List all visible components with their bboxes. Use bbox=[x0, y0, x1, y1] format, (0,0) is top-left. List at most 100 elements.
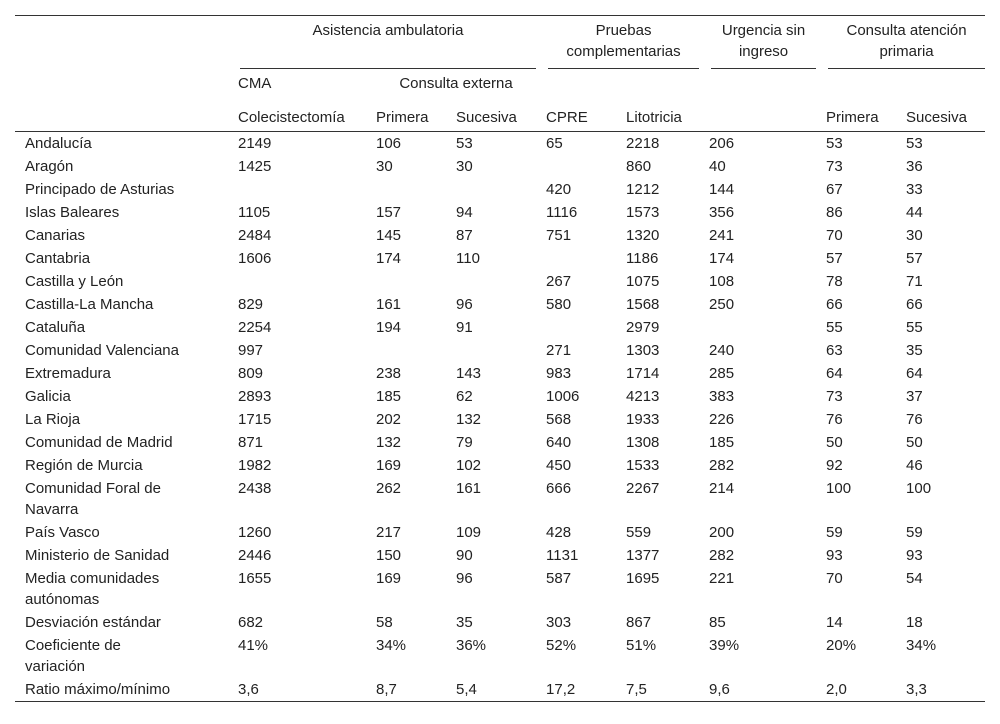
column-header: Litotricia bbox=[616, 101, 700, 132]
table-row: Extremadura 809 238 143 983 1714 285 64 64 bbox=[15, 362, 985, 385]
cell: 829 bbox=[238, 296, 264, 313]
table-row: Comunidad Valenciana 997 271 1303 240 63 35 bbox=[15, 339, 985, 362]
row-label: País Vasco bbox=[25, 524, 100, 541]
cell: 40 bbox=[709, 158, 726, 175]
cell: 169 bbox=[376, 570, 402, 587]
cell: 106 bbox=[376, 135, 402, 152]
cell: 70 bbox=[826, 227, 843, 244]
cell: 1606 bbox=[238, 250, 272, 267]
cell: 86 bbox=[826, 204, 843, 221]
table-row: Galicia 2893 185 62 1006 4213 383 73 37 bbox=[15, 385, 985, 408]
cell: 64 bbox=[906, 365, 923, 382]
column-header: Primera bbox=[366, 101, 446, 132]
cell: 20% bbox=[826, 637, 857, 654]
cell: 66 bbox=[826, 296, 843, 313]
cell: 568 bbox=[546, 411, 572, 428]
cell: 1006 bbox=[546, 388, 580, 405]
cell: 59 bbox=[826, 524, 843, 541]
cell: 70 bbox=[826, 570, 843, 587]
cell: 4213 bbox=[626, 388, 660, 405]
row-label: Región de Murcia bbox=[25, 457, 143, 474]
table-row: Desviación estándar 682 58 35 303 867 85 14 18 bbox=[15, 611, 985, 634]
table-row: Cantabria 1606 174 110 1186 174 57 57 bbox=[15, 247, 985, 270]
cell: 1320 bbox=[626, 227, 660, 244]
row-label: Canarias bbox=[25, 227, 86, 244]
cell bbox=[366, 270, 446, 293]
cell: 30 bbox=[456, 158, 473, 175]
cell: 35 bbox=[906, 342, 923, 359]
cell: 73 bbox=[826, 158, 843, 175]
cell: 1260 bbox=[238, 524, 272, 541]
cell: 267 bbox=[546, 273, 572, 290]
cell: 46 bbox=[906, 457, 923, 474]
table-row: Islas Baleares 1105 157 94 1116 1573 356 86 44 bbox=[15, 201, 985, 224]
cell bbox=[699, 316, 816, 339]
cell: 66 bbox=[906, 296, 923, 313]
cell: 37 bbox=[906, 388, 923, 405]
cell: 1105 bbox=[238, 204, 271, 221]
cell: 87 bbox=[456, 227, 473, 244]
cell: 1212 bbox=[626, 181, 660, 198]
cell: 62 bbox=[456, 388, 473, 405]
cell: 100 bbox=[826, 480, 852, 497]
cell: 36 bbox=[906, 158, 923, 175]
cell: 7,5 bbox=[626, 681, 647, 698]
cell: 983 bbox=[546, 365, 572, 382]
cell: 50 bbox=[906, 434, 923, 451]
cell: 303 bbox=[546, 614, 572, 631]
cell bbox=[366, 339, 446, 362]
table-row: Coeficiente de variación 41% 34% 36% 52% 51% 3… bbox=[15, 634, 985, 678]
cell: 3,6 bbox=[238, 681, 259, 698]
cell: 1715 bbox=[238, 411, 272, 428]
row-label: La Rioja bbox=[25, 411, 81, 428]
cell: 102 bbox=[456, 457, 482, 474]
column-header bbox=[699, 101, 817, 132]
cell: 161 bbox=[376, 296, 402, 313]
column-header: CPRE bbox=[536, 101, 617, 132]
row-label: Comunidad Foral de Navarra bbox=[25, 480, 161, 518]
cell: 33 bbox=[906, 181, 923, 198]
cell: 2254 bbox=[238, 319, 272, 336]
subgroup-header: CMA bbox=[238, 75, 272, 92]
cell: 71 bbox=[906, 273, 923, 290]
cell: 1695 bbox=[626, 570, 660, 587]
row-label: Galicia bbox=[25, 388, 71, 405]
cell: 1303 bbox=[626, 342, 660, 359]
row-label: Cantabria bbox=[25, 250, 91, 267]
cell: 2,0 bbox=[826, 681, 847, 698]
cell: 1116 bbox=[546, 204, 578, 221]
cell: 214 bbox=[709, 480, 735, 497]
cell: 867 bbox=[626, 614, 652, 631]
row-label: Castilla y León bbox=[25, 273, 124, 290]
cell: 1573 bbox=[626, 204, 660, 221]
cell bbox=[228, 270, 366, 293]
table-row: Canarias 2484 145 87 751 1320 241 70 30 bbox=[15, 224, 985, 247]
cell: 73 bbox=[826, 388, 843, 405]
table-row: Media comunidades autónomas 1655 169 96 587 1… bbox=[15, 567, 985, 611]
row-label: Comunidad Valenciana bbox=[25, 342, 179, 359]
row-label: Cataluña bbox=[25, 319, 86, 336]
cell: 143 bbox=[456, 365, 482, 382]
cell: 55 bbox=[826, 319, 843, 336]
row-label: Extremadura bbox=[25, 365, 111, 382]
cell: 55 bbox=[906, 319, 923, 336]
cell: 194 bbox=[376, 319, 402, 336]
cell: 8,7 bbox=[376, 681, 397, 698]
cell: 30 bbox=[906, 227, 923, 244]
cell: 108 bbox=[709, 273, 735, 290]
cell: 9,6 bbox=[709, 681, 730, 698]
cell: 18 bbox=[906, 614, 923, 631]
column-header: Sucesiva bbox=[446, 101, 537, 132]
cell: 1655 bbox=[238, 570, 272, 587]
cell: 262 bbox=[376, 480, 402, 497]
cell: 1425 bbox=[238, 158, 272, 175]
row-label: Coeficiente de variación bbox=[25, 637, 121, 675]
cell: 157 bbox=[376, 204, 402, 221]
cell: 2267 bbox=[626, 480, 660, 497]
cell: 36% bbox=[456, 637, 487, 654]
cell: 59 bbox=[906, 524, 923, 541]
cell: 1933 bbox=[626, 411, 660, 428]
cell: 1982 bbox=[238, 457, 272, 474]
cell: 206 bbox=[709, 135, 735, 152]
cell: 51% bbox=[626, 637, 657, 654]
